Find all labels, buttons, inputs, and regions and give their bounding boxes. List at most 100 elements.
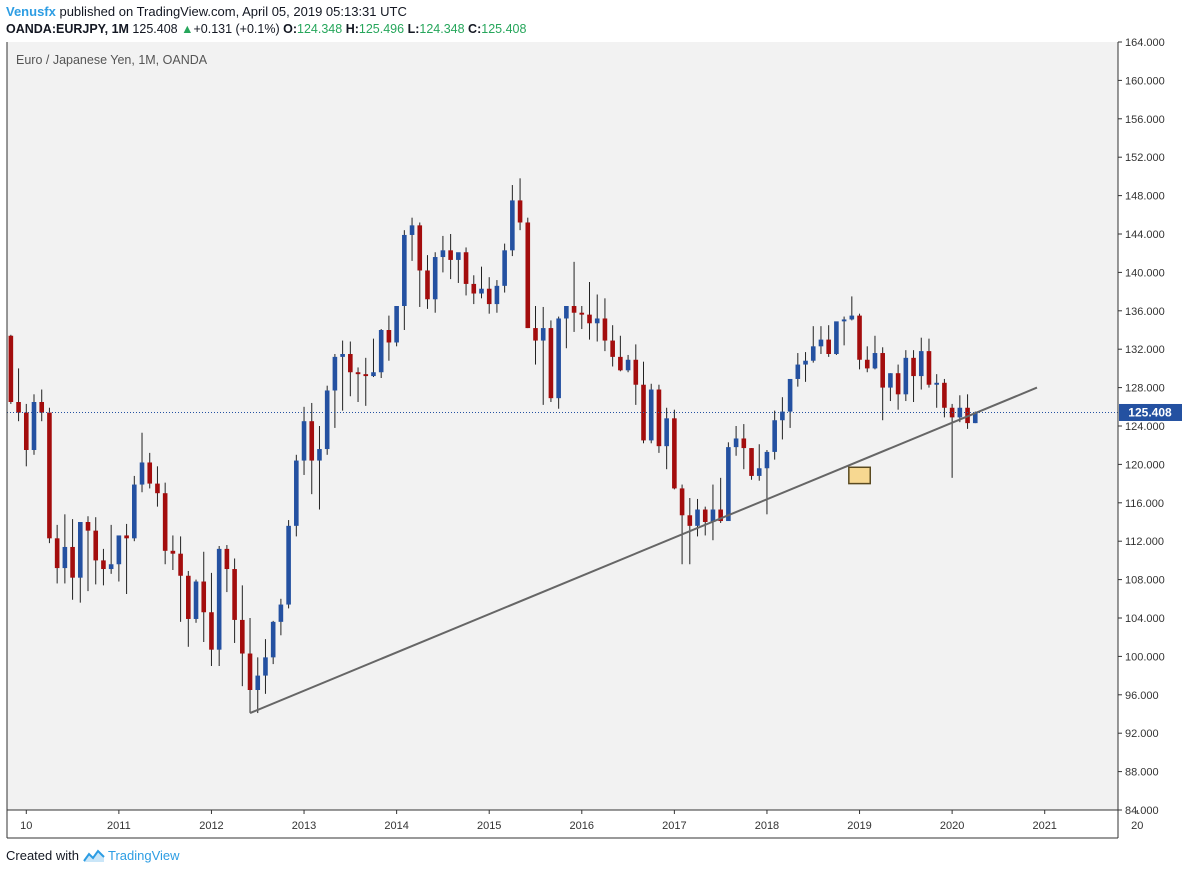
- candle[interactable]: [232, 558, 237, 643]
- candle[interactable]: [826, 325, 831, 357]
- candle[interactable]: [193, 579, 199, 623]
- candle[interactable]: [594, 294, 600, 342]
- candle[interactable]: [355, 367, 361, 402]
- candle[interactable]: [764, 450, 770, 515]
- candle[interactable]: [718, 477, 723, 523]
- candle[interactable]: [888, 373, 893, 402]
- candle[interactable]: [664, 407, 669, 470]
- candle[interactable]: [124, 523, 129, 594]
- candle[interactable]: [857, 313, 862, 370]
- candle[interactable]: [548, 320, 554, 402]
- candle[interactable]: [186, 570, 191, 647]
- author-link[interactable]: Venusfx: [6, 4, 56, 19]
- candle[interactable]: [648, 383, 654, 444]
- candle[interactable]: [903, 350, 909, 402]
- candle[interactable]: [517, 178, 523, 231]
- candle[interactable]: [201, 551, 207, 642]
- candle[interactable]: [162, 482, 168, 565]
- candle[interactable]: [787, 378, 793, 428]
- candle[interactable]: [579, 306, 585, 330]
- candle[interactable]: [147, 452, 153, 489]
- candle[interactable]: [756, 444, 762, 481]
- candle[interactable]: [810, 326, 816, 363]
- candle[interactable]: [432, 252, 438, 313]
- candle[interactable]: [263, 639, 268, 694]
- candle[interactable]: [378, 329, 384, 378]
- candle[interactable]: [39, 389, 45, 422]
- candle[interactable]: [510, 185, 515, 257]
- candle[interactable]: [224, 545, 230, 593]
- candle[interactable]: [70, 519, 75, 600]
- candle[interactable]: [880, 347, 885, 421]
- candle[interactable]: [371, 338, 376, 378]
- candle[interactable]: [556, 316, 561, 409]
- candle[interactable]: [348, 341, 353, 397]
- candle[interactable]: [440, 235, 446, 273]
- candle[interactable]: [178, 536, 183, 622]
- candle[interactable]: [803, 352, 808, 382]
- highlight-box[interactable]: [848, 466, 872, 485]
- candle[interactable]: [872, 335, 878, 370]
- candle[interactable]: [463, 247, 469, 296]
- candle[interactable]: [301, 406, 307, 475]
- candle[interactable]: [139, 432, 145, 493]
- candle[interactable]: [502, 243, 507, 293]
- candle[interactable]: [340, 340, 345, 411]
- candle[interactable]: [625, 354, 631, 373]
- candle[interactable]: [841, 316, 847, 346]
- candle[interactable]: [101, 548, 106, 586]
- candle[interactable]: [31, 394, 37, 455]
- candle[interactable]: [294, 454, 299, 537]
- candle[interactable]: [448, 234, 453, 280]
- candle[interactable]: [795, 353, 801, 387]
- candle[interactable]: [155, 466, 160, 507]
- candle[interactable]: [456, 252, 461, 283]
- candle[interactable]: [394, 306, 399, 347]
- candle[interactable]: [85, 516, 91, 592]
- candle[interactable]: [309, 402, 315, 495]
- candle[interactable]: [247, 618, 253, 714]
- trendline[interactable]: [249, 386, 1038, 714]
- candle[interactable]: [486, 277, 492, 314]
- candle[interactable]: [571, 261, 577, 332]
- candle[interactable]: [425, 255, 430, 309]
- candle[interactable]: [618, 335, 623, 372]
- candle[interactable]: [695, 498, 700, 537]
- candle[interactable]: [564, 306, 569, 349]
- candle[interactable]: [926, 338, 932, 388]
- candle[interactable]: [741, 424, 747, 470]
- candle[interactable]: [733, 426, 739, 456]
- candle[interactable]: [895, 364, 901, 410]
- candle[interactable]: [317, 426, 322, 510]
- candle[interactable]: [849, 296, 855, 321]
- candle[interactable]: [772, 410, 777, 460]
- candle[interactable]: [116, 535, 122, 582]
- candle[interactable]: [93, 517, 99, 585]
- candle[interactable]: [132, 475, 137, 542]
- candle[interactable]: [918, 337, 924, 390]
- candle[interactable]: [332, 354, 338, 428]
- candle[interactable]: [286, 520, 291, 609]
- candle[interactable]: [656, 384, 662, 453]
- time-axis[interactable]: 10 2011 2012 2013 2014 2015 2016 2017 2018 2019 20…: [20, 810, 1143, 832]
- candle[interactable]: [278, 598, 284, 636]
- candle[interactable]: [610, 325, 615, 367]
- candle[interactable]: [479, 266, 484, 299]
- candle[interactable]: [386, 315, 392, 361]
- candle[interactable]: [209, 572, 214, 666]
- candle[interactable]: [417, 222, 423, 307]
- candle[interactable]: [533, 306, 538, 365]
- candle[interactable]: [16, 368, 21, 422]
- candle[interactable]: [54, 524, 60, 584]
- candle[interactable]: [47, 407, 52, 544]
- candle[interactable]: [216, 546, 222, 666]
- candle[interactable]: [409, 217, 415, 261]
- candle[interactable]: [911, 350, 916, 402]
- candle[interactable]: [363, 357, 369, 406]
- candle[interactable]: [170, 535, 176, 570]
- candle[interactable]: [818, 326, 824, 354]
- candle[interactable]: [77, 522, 83, 603]
- candle[interactable]: [749, 448, 754, 480]
- candle[interactable]: [23, 403, 29, 467]
